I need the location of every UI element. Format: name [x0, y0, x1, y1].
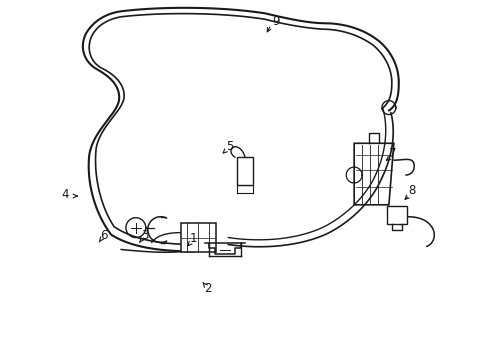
Text: 5: 5: [226, 140, 233, 153]
Text: 8: 8: [407, 184, 415, 197]
Bar: [181, 223, 216, 252]
Text: 9: 9: [272, 14, 279, 27]
Text: 3: 3: [141, 229, 148, 242]
Bar: [237, 157, 252, 185]
Text: 6: 6: [100, 229, 107, 242]
Text: 7: 7: [388, 147, 395, 160]
Bar: [386, 206, 406, 224]
Text: 4: 4: [61, 188, 69, 201]
Text: 1: 1: [189, 233, 197, 246]
Text: 2: 2: [204, 283, 211, 296]
